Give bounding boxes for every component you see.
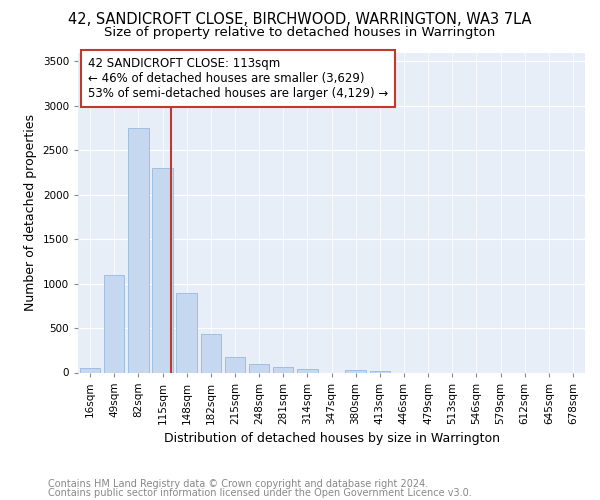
Bar: [80, 368, 100, 372]
Text: 42, SANDICROFT CLOSE, BIRCHWOOD, WARRINGTON, WA3 7LA: 42, SANDICROFT CLOSE, BIRCHWOOD, WARRING…: [68, 12, 532, 28]
Text: Contains public sector information licensed under the Open Government Licence v3: Contains public sector information licen…: [48, 488, 472, 498]
Text: Contains HM Land Registry data © Crown copyright and database right 2024.: Contains HM Land Registry data © Crown c…: [48, 479, 428, 489]
X-axis label: Distribution of detached houses by size in Warrington: Distribution of detached houses by size …: [163, 432, 499, 445]
Bar: [297, 369, 317, 372]
Y-axis label: Number of detached properties: Number of detached properties: [24, 114, 37, 311]
Bar: [128, 128, 149, 372]
Bar: [176, 292, 197, 372]
Bar: [370, 370, 390, 372]
Bar: [346, 370, 366, 372]
Bar: [200, 334, 221, 372]
Text: Size of property relative to detached houses in Warrington: Size of property relative to detached ho…: [104, 26, 496, 39]
Bar: [224, 358, 245, 372]
Bar: [273, 367, 293, 372]
Bar: [152, 168, 173, 372]
Bar: [104, 274, 124, 372]
Bar: [249, 364, 269, 372]
Text: 42 SANDICROFT CLOSE: 113sqm
← 46% of detached houses are smaller (3,629)
53% of : 42 SANDICROFT CLOSE: 113sqm ← 46% of det…: [88, 58, 388, 100]
